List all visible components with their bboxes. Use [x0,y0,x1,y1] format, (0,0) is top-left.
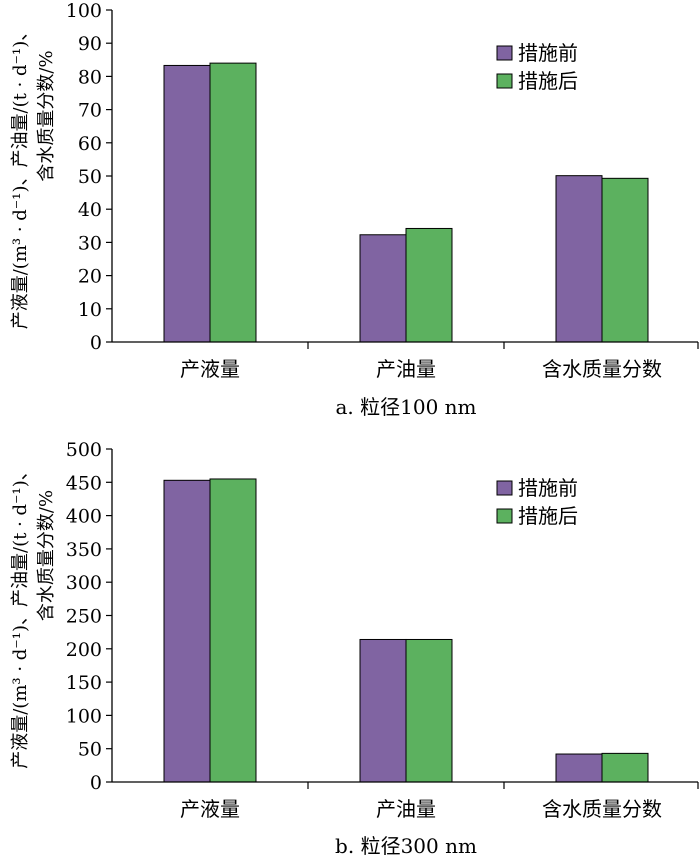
bar-after-1 [405,638,453,783]
y-tick-label: 40 [78,199,102,221]
x-tick-label: 产液量 [180,797,240,821]
y-tick-label: 80 [78,66,102,88]
bar-before-2 [555,753,603,783]
bar-before-0 [163,64,211,343]
chart-a: 0 10 20 30 40 50 60 70 80 90 100 产液量 产油量 含水质量分数 产液量/(m… [10,0,699,419]
legend-swatch-before [496,480,513,496]
y-tick-label: 200 [66,639,102,661]
bar-after-0 [209,478,257,783]
x-tick-label: 含水质量分数 [542,357,662,381]
x-tick-label: 含水质量分数 [542,797,662,821]
x-tick-label: 产液量 [180,357,240,381]
y-tick-label: 60 [78,133,102,155]
y-tick-label: 0 [90,332,102,354]
y-tick-label: 50 [78,166,102,188]
bar-before-2 [555,175,603,343]
y-tick-label: 250 [66,606,102,628]
y-tick-label: 350 [66,539,102,561]
y-tick-label: 450 [66,472,102,494]
bar-after-1 [405,227,453,343]
legend-swatch-before [496,45,513,61]
chart-b: 0 50 100 150 200 250 300 350 400 450 500 产液量 产油量 含水质量… [10,439,699,858]
chart-caption: b. 粒径300 nm [335,834,477,858]
legend-label-before: 措施前 [518,476,578,500]
y-tick-label: 500 [66,439,102,461]
bar-before-1 [359,234,407,343]
legend-label-before: 措施前 [518,41,578,65]
y-tick-label: 150 [66,672,102,694]
y-tick-label: 10 [78,299,102,321]
bar-after-2 [601,177,649,343]
legend-swatch-after [496,508,513,524]
y-tick-label: 70 [78,100,102,122]
legend-swatch-after [496,73,513,89]
bar-after-2 [601,752,649,783]
y-axis-label-line2: 含水质量分数/% [36,50,57,181]
y-tick-label: 30 [78,232,102,254]
legend-label-after: 措施后 [518,69,578,93]
y-tick-label: 90 [78,33,102,55]
y-axis-label-line2: 含水质量分数/% [36,490,57,621]
y-tick-label: 100 [66,705,102,727]
y-tick-label: 100 [66,0,102,22]
chart-caption: a. 粒径100 nm [335,395,476,419]
y-tick-label: 0 [90,772,102,794]
bar-before-1 [359,638,407,783]
y-axis-label-line1: 产液量/(m³ · d⁻¹)、产油量/(t · d⁻¹)、 [10,462,31,769]
y-tick-label: 50 [78,739,102,761]
y-axis-label-line1: 产液量/(m³ · d⁻¹)、产油量/(t · d⁻¹)、 [10,23,31,330]
y-tick-label: 20 [78,266,102,288]
legend-label-after: 措施后 [518,504,578,528]
x-tick-label: 产油量 [376,797,436,821]
y-tick-label: 300 [66,572,102,594]
bar-after-0 [209,62,257,343]
y-tick-label: 400 [66,506,102,528]
bar-before-0 [163,479,211,783]
x-tick-label: 产油量 [376,357,436,381]
